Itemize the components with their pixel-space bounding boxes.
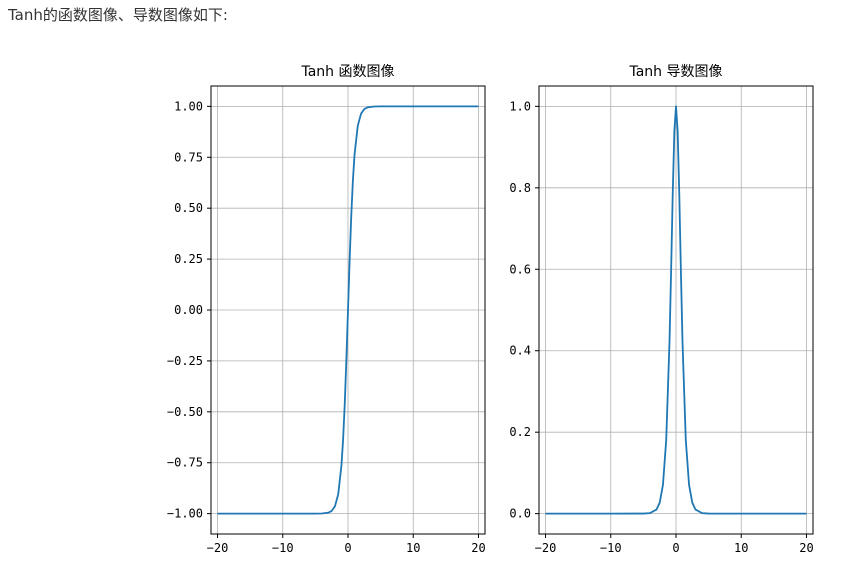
tanh-function-title: Tanh 函数图像 [300,64,394,80]
tanh-function-xtick-label: −20 [207,541,229,555]
tanh-function-ytick-label: −0.75 [167,456,203,470]
tanh-function-xtick-label: −10 [272,541,294,555]
tanh-derivative-ytick-label: 0.4 [509,344,531,358]
tanh-derivative-xtick-label: −20 [535,541,557,555]
tanh-function-ytick-label: 0.25 [174,252,203,266]
tanh-derivative-chart: Tanh 导数图像 −20 −10 0 10 20 0.0 0.2 0.4 0.6 0.8 1.0 [509,64,813,555]
tanh-derivative-ytick-label: 1.0 [509,99,531,113]
tanh-function-ytick-label: −0.50 [167,405,203,419]
tanh-derivative-ytick-label: 0.0 [509,507,531,521]
tanh-function-chart: Tanh 函数图像 −20 −10 0 10 20 −1.00 −0.75 −0.50 −0.2… [167,64,486,555]
tanh-derivative-series-line [545,105,807,515]
page-caption: Tanh的函数图像、导数图像如下: [8,6,228,24]
tanh-function-ytick-label: 0.75 [174,150,203,164]
tanh-function-ytick-label: 0.50 [174,201,203,215]
tanh-function-ytick-label: −1.00 [167,507,203,521]
tanh-derivative-xtick-label: 0 [672,541,679,555]
tanh-function-ytick-label: 0.00 [174,303,203,317]
tanh-function-ytick-label: −0.25 [167,354,203,368]
tanh-derivative-xtick-label: −10 [600,541,622,555]
tanh-derivative-ytick-label: 0.8 [509,181,531,195]
tanh-derivative-title: Tanh 导数图像 [628,64,722,80]
tanh-derivative-xtick-label: 10 [734,541,748,555]
tanh-derivative-xtick-label: 20 [799,541,813,555]
tanh-derivative-ytick-label: 0.2 [509,425,531,439]
tanh-function-ytick-label: 1.00 [174,99,203,113]
tanh-derivative-ytick-label: 0.6 [509,262,531,276]
tanh-function-xtick-label: 0 [344,541,351,555]
tanh-function-xtick-label: 20 [471,541,485,555]
tanh-function-series-line [217,105,479,515]
tanh-function-xtick-label: 10 [406,541,420,555]
